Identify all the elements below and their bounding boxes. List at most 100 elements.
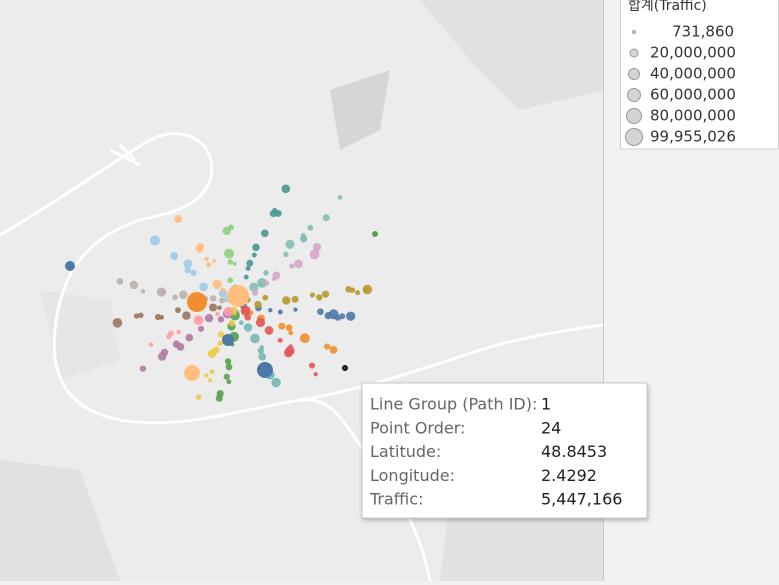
dot (140, 289, 146, 294)
tooltip-value: 2.4292 (541, 466, 597, 485)
traffic-dots (65, 184, 378, 402)
tooltip-value: 24 (541, 418, 561, 437)
tooltip (361, 382, 648, 519)
dot (289, 263, 295, 269)
dot (272, 271, 281, 280)
dot (184, 365, 200, 381)
dot (199, 282, 208, 292)
legend-symbol (629, 48, 639, 58)
dot (307, 224, 314, 231)
dot (309, 249, 320, 260)
dot (138, 312, 144, 319)
dot (217, 305, 222, 310)
map-terrain (0, 0, 603, 581)
dot (217, 316, 225, 323)
dot (238, 320, 244, 326)
dot (278, 322, 286, 330)
dot (324, 343, 331, 350)
dot (225, 363, 233, 371)
dot (246, 259, 254, 267)
tooltip-label: Latitude: (370, 442, 441, 461)
dot (232, 261, 237, 266)
dot (281, 184, 291, 194)
dot (129, 280, 139, 290)
legend-items: 731,860 20,000,000 40,000,000 60,000,000 80,… (625, 23, 736, 146)
dot-selected (342, 365, 348, 371)
dot (264, 326, 274, 335)
dot (148, 342, 154, 348)
dot (255, 317, 266, 328)
dot (217, 340, 223, 346)
legend-symbol (625, 128, 643, 146)
dot (309, 292, 315, 298)
dot (285, 239, 295, 249)
tooltip-rows: Line Group (Path ID): 1 Point Order: 24 Lati… (369, 395, 622, 509)
dot (226, 379, 232, 385)
legend-symbol (627, 88, 641, 102)
dot (227, 277, 234, 284)
dot (174, 215, 183, 224)
dot (159, 314, 164, 320)
dot (150, 235, 160, 246)
dot (271, 377, 281, 388)
dot (176, 329, 181, 335)
dot (288, 344, 293, 349)
dot (166, 333, 172, 340)
dot (257, 277, 268, 288)
dot (244, 313, 252, 321)
dot (243, 274, 249, 280)
dot (212, 279, 222, 289)
dot (223, 306, 234, 317)
dot (291, 295, 299, 303)
dot (282, 296, 291, 305)
dot (207, 378, 213, 383)
dot (240, 305, 251, 316)
dot (172, 294, 178, 301)
dot (251, 252, 257, 258)
dot (300, 233, 306, 238)
dot (355, 290, 361, 296)
dot (346, 311, 356, 321)
dot (264, 280, 270, 286)
dot (243, 323, 253, 332)
river (0, 132, 604, 582)
dot (209, 303, 218, 312)
dot (317, 308, 324, 315)
legend-symbol (632, 30, 636, 34)
dot (228, 319, 236, 327)
dot (329, 345, 338, 354)
dot (285, 324, 293, 331)
dot (220, 287, 226, 293)
dot (175, 307, 181, 314)
dot (187, 292, 207, 312)
tooltip-value: 48.8453 (541, 442, 607, 461)
dot (224, 248, 235, 259)
legend-label: 20,000,000 (650, 44, 736, 62)
dot (223, 373, 230, 380)
legend-box (620, 0, 779, 150)
dot (183, 259, 193, 269)
tooltip-label: Longitude: (370, 466, 455, 485)
dot (193, 315, 204, 326)
legend-label: 80,000,000 (650, 107, 736, 125)
dot (249, 282, 259, 292)
dot (179, 290, 188, 299)
dot (204, 373, 209, 378)
dot (184, 266, 191, 274)
dot (321, 290, 330, 298)
dot (339, 313, 346, 320)
dot (204, 313, 214, 323)
dot (261, 229, 269, 238)
dot (218, 289, 227, 298)
dot (288, 330, 294, 336)
tooltip-label: Point Order: (370, 418, 465, 437)
legend-label: 40,000,000 (650, 65, 736, 83)
dot (196, 394, 202, 400)
legend-label: 99,955,026 (650, 128, 736, 146)
dot (160, 289, 167, 295)
dot (207, 349, 217, 358)
dot (268, 307, 273, 313)
tooltip-label: Traffic: (369, 490, 423, 509)
dot (182, 311, 191, 320)
